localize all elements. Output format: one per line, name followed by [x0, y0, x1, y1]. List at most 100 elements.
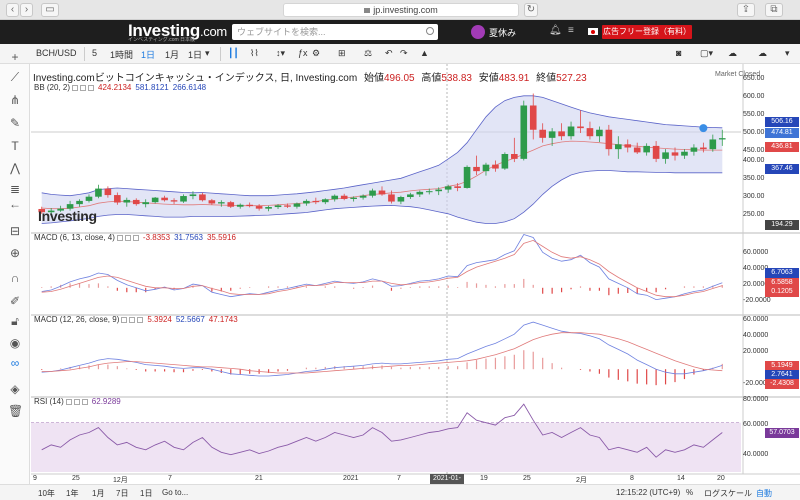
range-10y[interactable]: 10年: [38, 489, 55, 498]
price-tick: 650.00: [743, 75, 765, 82]
candle-body: [567, 126, 575, 137]
candle-body: [624, 144, 632, 148]
alert-icon[interactable]: ⚖: [364, 48, 373, 58]
candle-body: [132, 199, 140, 205]
chart-canvas[interactable]: [31, 64, 800, 484]
close-value: 527.23: [556, 73, 587, 84]
reload-icon[interactable]: ↻: [524, 3, 538, 17]
sidebar-icon[interactable]: ▭: [41, 3, 59, 17]
menu-icon[interactable]: ≡: [568, 25, 574, 36]
pattern-icon[interactable]: ⋀: [10, 161, 20, 175]
symbol-field[interactable]: BCH/USD: [36, 48, 77, 58]
candle-body: [416, 191, 424, 195]
auto-scale-toggle[interactable]: 自動: [756, 489, 772, 498]
color-icon[interactable]: ▢▾: [700, 48, 714, 58]
compare-icon[interactable]: ↕▾: [276, 48, 286, 58]
candle-body: [397, 197, 405, 202]
price-tick: 350.00: [743, 175, 765, 182]
candle-body: [520, 105, 528, 159]
trash-icon[interactable]: 🗑︎: [8, 404, 24, 418]
candle-body: [246, 204, 253, 207]
publish-icon[interactable]: ▲: [420, 48, 429, 58]
x-tick: 25: [72, 475, 80, 482]
eye-icon[interactable]: ◉: [9, 336, 21, 350]
templates-icon[interactable]: ⊞: [338, 48, 346, 58]
back-button[interactable]: ‹: [6, 3, 19, 17]
goto-button[interactable]: Go to...: [162, 488, 189, 497]
fullscreen-icon[interactable]: ▾: [785, 48, 790, 58]
brush-icon[interactable]: ✎: [9, 116, 21, 130]
address-bar[interactable]: jp.investing.com: [283, 3, 519, 17]
settings-gear-icon[interactable]: ⚙: [312, 48, 321, 58]
stay-drawing-icon[interactable]: ✐: [9, 294, 21, 308]
arrow-left-icon[interactable]: ←: [9, 197, 21, 211]
cloud-save-icon[interactable]: ☁: [758, 48, 767, 58]
avatar[interactable]: [471, 25, 485, 39]
percent-toggle[interactable]: %: [686, 488, 694, 497]
zoom-icon[interactable]: ⊕: [9, 246, 21, 260]
rsi-legend[interactable]: RSI (14) 62.9289: [34, 397, 121, 406]
range-1y[interactable]: 1年: [66, 489, 79, 498]
candle-body: [123, 199, 131, 203]
chevron-down-icon[interactable]: ▾: [205, 48, 210, 58]
crosshair-icon[interactable]: +: [11, 50, 19, 64]
candle-body: [95, 188, 102, 197]
candle-body: [227, 202, 235, 207]
search-input[interactable]: ウェブサイトを検索...: [232, 24, 438, 40]
share-icon[interactable]: ⇪: [737, 3, 755, 17]
bell-icon[interactable]: 🔔︎: [549, 25, 562, 36]
username[interactable]: 夏休み: [489, 28, 517, 38]
macd2-tick: 20.0000: [743, 348, 769, 355]
candle-body: [180, 196, 187, 202]
fib-icon[interactable]: ≣: [9, 182, 21, 196]
macd2-legend[interactable]: MACD (12, 26, close, 9) 5.3924 52.5667 47.1…: [34, 315, 238, 324]
lock-drawings-icon[interactable]: 🔓︎: [11, 314, 19, 328]
candle-body: [718, 138, 726, 140]
ad-free-button[interactable]: 広告フリー登録（有料）: [602, 25, 692, 39]
price-tick: 400.00: [743, 157, 765, 164]
range-1d[interactable]: 1日: [140, 489, 153, 498]
range-1m[interactable]: 1月: [92, 489, 105, 498]
x-tick: 8: [630, 475, 634, 482]
macd1-signal-line: [41, 239, 723, 298]
candle-body: [548, 131, 556, 138]
redo-icon[interactable]: ↷: [400, 48, 408, 58]
last-price-tag: 474.81: [765, 128, 799, 138]
interval-1h[interactable]: 1時間: [110, 50, 134, 60]
log-scale-toggle[interactable]: ログスケール: [704, 489, 752, 498]
magnet-icon[interactable]: ∩: [10, 271, 20, 285]
pitchfork-icon[interactable]: ⋔: [9, 93, 21, 107]
investing-logo[interactable]: Investing.com: [128, 21, 227, 40]
x-tick: 19: [480, 475, 488, 482]
crosshair-date: 2021-01-14: [430, 474, 464, 492]
candles-icon[interactable]: ┃┃: [228, 48, 239, 58]
interval-1d[interactable]: 1日: [141, 50, 156, 60]
link-icon[interactable]: ∞: [10, 356, 20, 370]
bb-legend[interactable]: BB (20, 2) 424.2134 581.8121 266.6148: [34, 83, 207, 92]
site-header: Investing.com インベスティング.com 日本版 ウェブサイトを検索…: [0, 20, 800, 44]
candle-body: [199, 194, 206, 201]
trendline-icon[interactable]: ⟋: [10, 70, 20, 84]
x-tick: 2月: [576, 477, 587, 484]
candle-body: [66, 204, 74, 209]
tabs-icon[interactable]: ⧉: [765, 3, 783, 17]
japan-flag-icon[interactable]: [588, 28, 598, 35]
macd1-legend[interactable]: MACD (6, 13, close, 4) -3.8353 31.7563 35.5…: [34, 233, 236, 242]
text-icon[interactable]: T: [11, 139, 19, 153]
indicators-icon[interactable]: ƒx: [298, 48, 308, 58]
candle-body: [369, 190, 376, 196]
rsi-tick: 60.0000: [743, 421, 769, 428]
price-tick: 300.00: [743, 193, 765, 200]
forward-button[interactable]: ›: [20, 3, 33, 17]
area-icon[interactable]: ⌇⌇: [250, 48, 259, 58]
ruler-icon[interactable]: ⊟: [9, 224, 21, 238]
cloud-load-icon[interactable]: ☁: [728, 48, 737, 58]
candle-body: [47, 210, 55, 213]
undo-icon[interactable]: ↶: [385, 48, 393, 58]
interval-1m[interactable]: 1月: [165, 50, 180, 60]
range-7d[interactable]: 7日: [116, 489, 129, 498]
layers-icon[interactable]: ◈: [10, 382, 20, 396]
interval-dropdown[interactable]: 1日: [188, 50, 203, 60]
camera-icon[interactable]: ◙: [676, 48, 682, 58]
interval-5[interactable]: 5: [92, 48, 98, 58]
